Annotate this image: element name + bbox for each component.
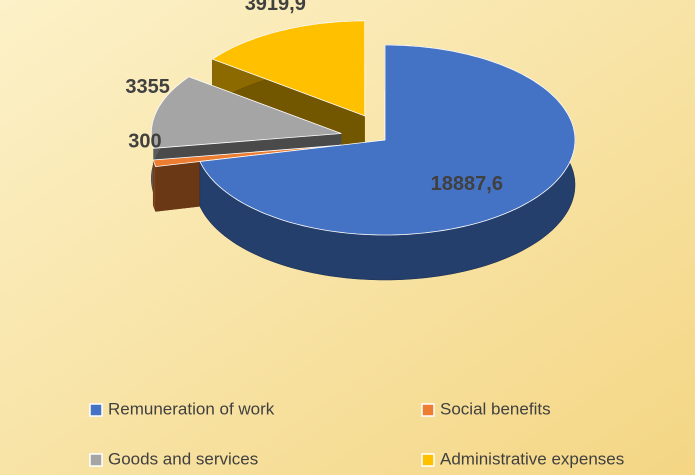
slice-top [199,44,576,236]
legend-swatch [89,453,103,467]
pie-slice [199,44,576,281]
legend-label: Administrative expenses [440,449,624,468]
data-label: 18887,6 [431,173,503,195]
data-label: 300 [128,130,161,152]
slice-side [152,159,156,212]
data-label: 3355 [125,76,170,98]
slice-top [150,76,342,149]
legend-label: Social benefits [440,399,551,418]
slice-top [211,20,366,117]
legend-swatch [89,403,103,417]
legend-label: Remuneration of work [108,399,275,418]
legend-swatch [421,453,435,467]
legend-swatch [421,403,435,417]
data-label: 3919,9 [245,0,306,15]
legend-label: Goods and services [108,449,258,468]
